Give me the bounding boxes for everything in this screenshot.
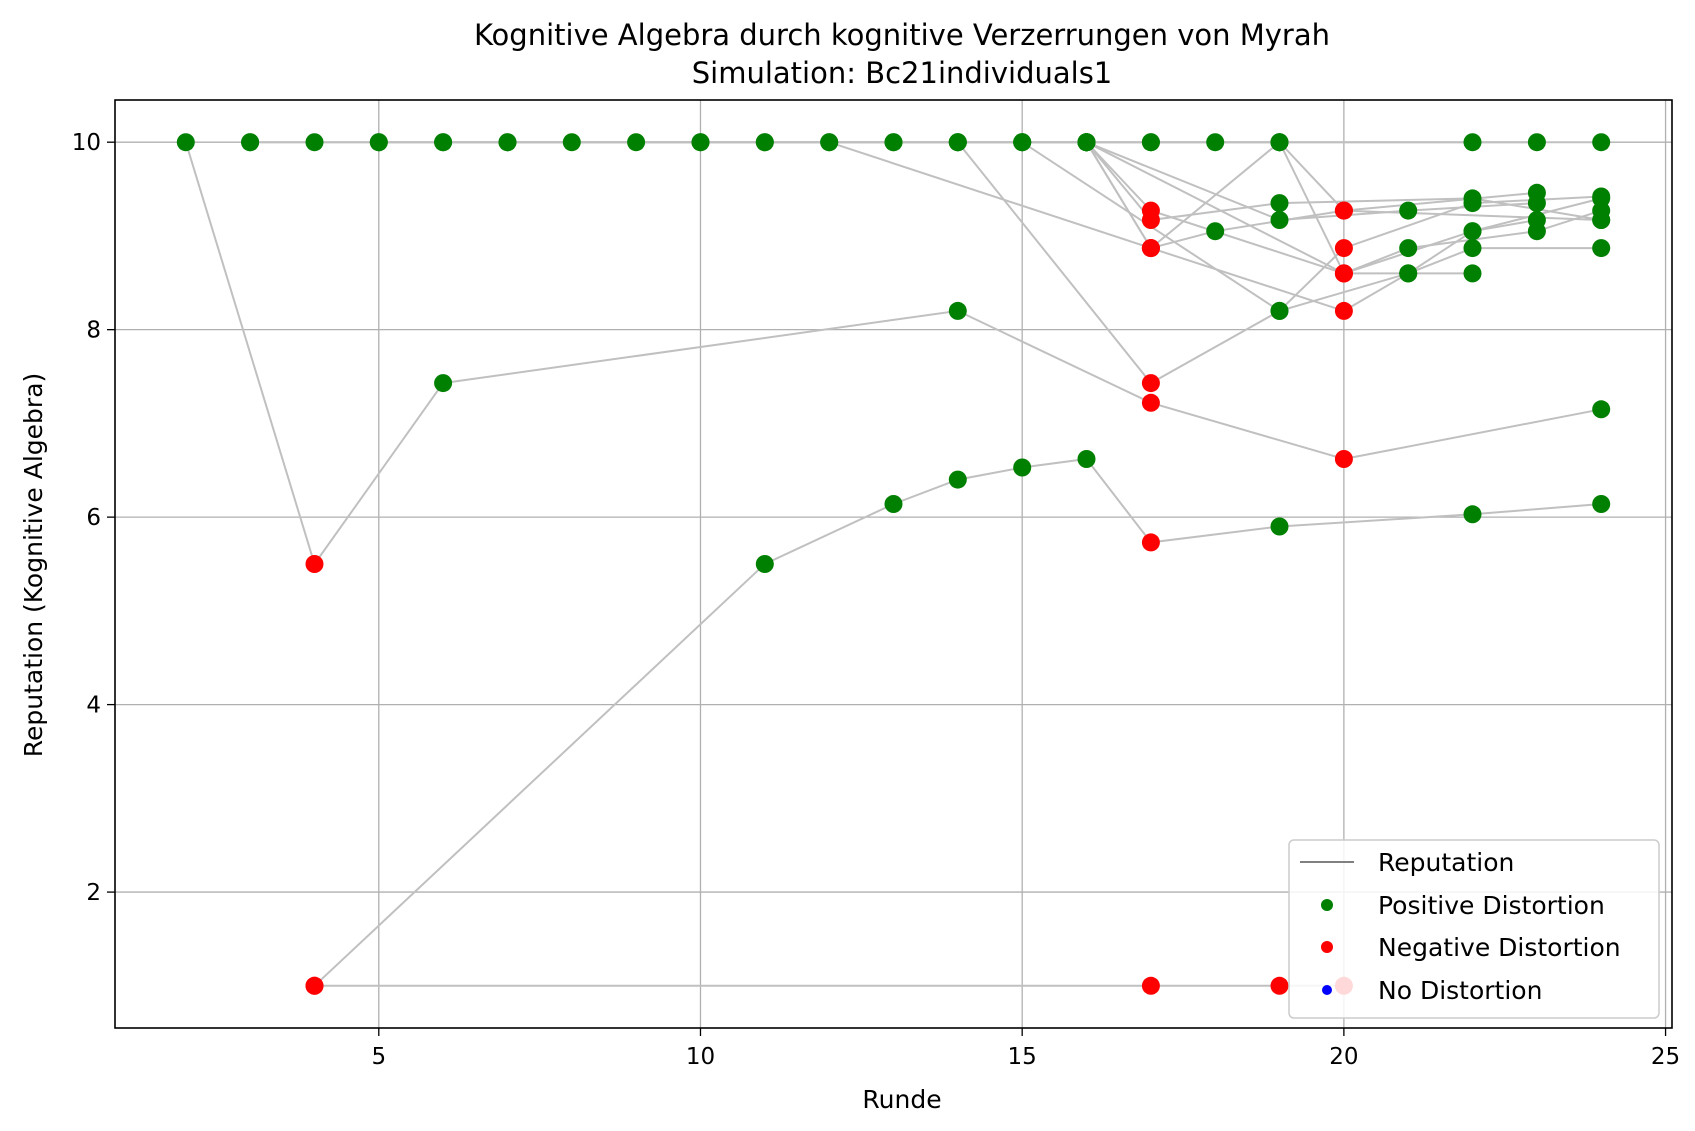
x-tick-label: 25 xyxy=(1651,1044,1680,1070)
positive-distortion-point xyxy=(1592,495,1611,513)
positive-distortion-point xyxy=(1463,264,1482,283)
negative-distortion-point xyxy=(305,976,324,995)
positive-distortion-point xyxy=(691,133,710,152)
negative-distortion-point xyxy=(1141,211,1160,229)
negative-distortion-point xyxy=(1141,533,1160,552)
positive-distortion-point xyxy=(1527,194,1546,213)
positive-distortion-point xyxy=(1013,458,1032,477)
plot-frame xyxy=(114,99,1673,1029)
negative-distortion-point xyxy=(1141,374,1160,393)
legend-none-marker xyxy=(1322,985,1332,995)
positive-distortion-point xyxy=(1463,239,1482,258)
positive-distortion-point xyxy=(1270,194,1289,213)
x-axis-label: Runde xyxy=(862,1085,941,1114)
positive-distortion-point xyxy=(1206,222,1225,241)
y-axis-label: Reputation (Kognitive Algebra) xyxy=(19,373,48,758)
legend-label-positive: Positive Distortion xyxy=(1378,891,1605,920)
positive-distortion-point xyxy=(434,133,453,152)
positive-distortion-point xyxy=(1399,264,1418,283)
negative-distortion-point xyxy=(1141,239,1160,258)
y-tick-label: 6 xyxy=(86,505,101,531)
x-tick-label: 5 xyxy=(371,1044,386,1070)
positive-distortion-point xyxy=(1592,239,1611,258)
negative-distortion-point xyxy=(1334,239,1353,258)
negative-distortion-point xyxy=(1334,201,1353,220)
positive-distortion-point xyxy=(948,133,967,152)
positive-distortion-point xyxy=(1077,133,1096,152)
positive-distortion-point xyxy=(1463,222,1482,241)
positive-distortion-point xyxy=(305,133,324,152)
positive-distortion-point xyxy=(1399,239,1418,258)
axis-ticks: 5 10 15 20 25 2 4 6 8 10 xyxy=(72,130,1680,1070)
positive-distortion-point xyxy=(1013,133,1032,152)
x-tick-label: 20 xyxy=(1329,1044,1358,1070)
positive-distortion-point xyxy=(1592,133,1611,152)
legend-label-negative: Negative Distortion xyxy=(1378,933,1621,962)
y-tick-label: 2 xyxy=(86,880,101,906)
negative-distortion-point xyxy=(1334,450,1353,468)
positive-distortion-point xyxy=(755,133,774,152)
positive-distortion-point xyxy=(176,133,195,152)
legend: Reputation Positive Distortion Negative … xyxy=(1288,839,1660,1019)
reputation-line xyxy=(313,457,1602,987)
positive-distortion-point xyxy=(820,133,839,152)
positive-distortion-point xyxy=(1527,133,1546,152)
positive-distortion-point xyxy=(498,133,517,152)
positive-distortion-point xyxy=(1463,505,1482,524)
y-tick-label: 8 xyxy=(86,318,101,344)
positive-distortion-point xyxy=(1206,133,1225,152)
negative-distortion-point xyxy=(1334,264,1353,283)
x-tick-label: 10 xyxy=(686,1044,715,1070)
y-tick-label: 10 xyxy=(72,130,101,156)
positive-distortion-point xyxy=(948,470,967,489)
chart-title: Kognitive Algebra durch kognitive Verzer… xyxy=(474,18,1330,52)
positive-distortion-point xyxy=(1463,133,1482,152)
legend-negative-marker xyxy=(1321,941,1333,953)
negative-distortion-point xyxy=(305,555,324,573)
positive-distortion-point xyxy=(1141,133,1160,152)
positive-distortion-point xyxy=(1270,517,1289,536)
x-tick-label: 15 xyxy=(1008,1044,1037,1070)
positive-distortion-point xyxy=(562,133,581,152)
positive-distortion-point xyxy=(434,374,453,393)
positive-distortion-point xyxy=(1592,400,1611,419)
positive-distortion-point xyxy=(1399,201,1418,220)
legend-label-reputation: Reputation xyxy=(1378,848,1514,877)
positive-distortion-point xyxy=(1592,187,1611,206)
positive-distortion-point xyxy=(369,133,388,152)
negative-distortion-point xyxy=(1270,976,1289,995)
positive-distortion-point xyxy=(1270,301,1289,320)
legend-label-none: No Distortion xyxy=(1378,976,1542,1005)
positive-distortion-point xyxy=(1270,133,1289,152)
negative-distortion-point xyxy=(1334,301,1353,320)
legend-box xyxy=(1288,839,1660,1019)
positive-distortion-point xyxy=(755,555,774,573)
chart-subtitle: Simulation: Bc21individuals1 xyxy=(692,56,1113,90)
negative-distortion-point xyxy=(1141,393,1160,412)
y-tick-label: 4 xyxy=(86,693,101,719)
positive-distortion-point xyxy=(1592,211,1611,229)
positive-distortion-point xyxy=(241,133,260,152)
positive-distortion-point xyxy=(1463,189,1482,208)
data-points xyxy=(176,133,1611,995)
positive-distortion-point xyxy=(884,495,903,513)
positive-distortion-point xyxy=(1527,211,1546,229)
positive-distortion-point xyxy=(884,133,903,152)
positive-distortion-point xyxy=(1270,211,1289,229)
positive-distortion-point xyxy=(1077,450,1096,468)
legend-positive-marker xyxy=(1321,899,1333,911)
positive-distortion-point xyxy=(627,133,646,152)
negative-distortion-point xyxy=(1141,976,1160,995)
positive-distortion-point xyxy=(948,301,967,320)
